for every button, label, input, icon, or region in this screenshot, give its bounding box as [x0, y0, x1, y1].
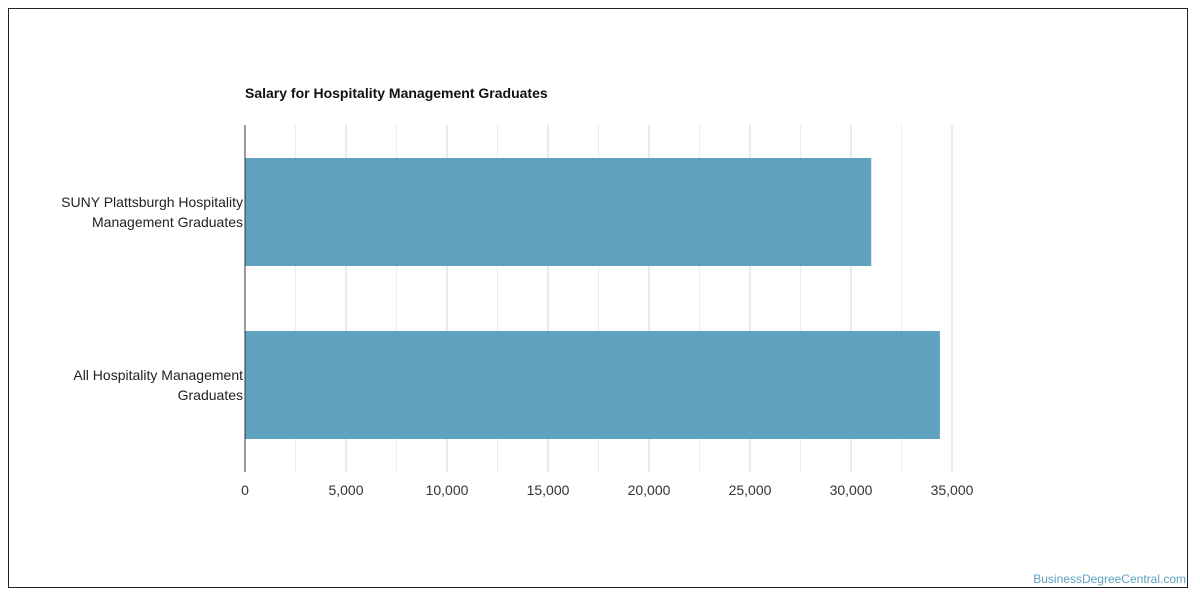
bars — [245, 158, 940, 439]
category-label: Graduates — [178, 387, 243, 403]
chart-title: Salary for Hospitality Management Gradua… — [245, 85, 548, 101]
x-tick-label: 25,000 — [729, 482, 772, 498]
x-tick-label: 5,000 — [328, 482, 363, 498]
chart-frame — [8, 8, 1188, 588]
category-label: SUNY Plattsburgh Hospitality — [61, 194, 243, 210]
x-axis-ticks: 0 5,000 10,000 15,000 20,000 25,000 30,000 35,0… — [241, 482, 974, 498]
x-tick-label: 30,000 — [830, 482, 873, 498]
x-tick-label: 10,000 — [426, 482, 469, 498]
category-label: All Hospitality Management — [73, 367, 243, 383]
y-axis-categories: SUNY Plattsburgh Hospitality Management G… — [61, 194, 243, 403]
source-credit[interactable]: BusinessDegreeCentral.com — [1033, 572, 1186, 586]
bar-1[interactable] — [245, 158, 872, 266]
bar-2[interactable] — [245, 331, 940, 439]
x-tick-label: 35,000 — [931, 482, 974, 498]
x-tick-label: 15,000 — [527, 482, 570, 498]
x-tick-label: 0 — [241, 482, 249, 498]
category-label: Management Graduates — [92, 214, 243, 230]
x-tick-label: 20,000 — [628, 482, 671, 498]
